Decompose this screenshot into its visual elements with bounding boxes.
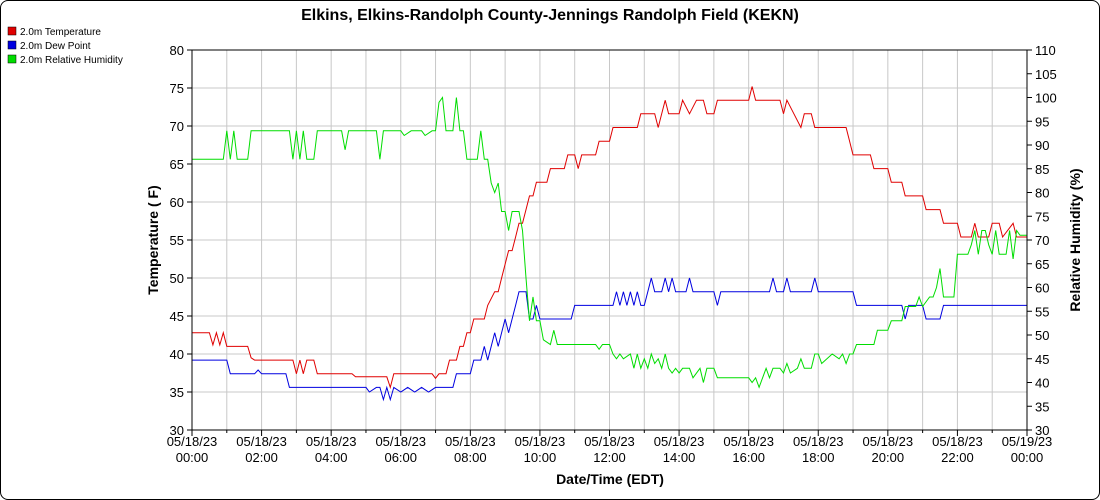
y-left-tick-label: 40 [170,347,184,362]
x-tick-date: 05/18/23 [584,434,635,449]
x-axis-label: Date/Time (EDT) [556,471,664,487]
y-left-tick-label: 45 [170,309,184,324]
y-right-tick-label: 45 [1035,352,1049,367]
legend: 2.0m Temperature 2.0m Dew Point 2.0m Relat… [7,26,123,66]
y-left-tick-label: 80 [170,43,184,58]
x-tick-date: 05/18/23 [723,434,774,449]
x-tick-time: 04:00 [315,450,348,465]
series-line-2-0m-dew-point [192,277,1027,402]
x-tick-date: 05/18/23 [515,434,566,449]
y-left-tick-label: 30 [170,423,184,438]
x-tick-date: 05/18/23 [375,434,426,449]
y-left-tick-label: 75 [170,81,184,96]
x-tick-time: 00:00 [176,450,209,465]
x-tick-time: 22:00 [941,450,974,465]
y-left-tick-label: 65 [170,157,184,172]
x-tick-date: 05/18/23 [932,434,983,449]
x-tick-date: 05/19/23 [1002,434,1053,449]
x-tick-date: 05/18/23 [863,434,914,449]
x-tick-date: 05/18/23 [445,434,496,449]
legend-swatch [7,40,17,50]
series-line-2-0m-relative-humidity [192,96,1027,389]
legend-label: 2.0m Dew Point [20,41,91,52]
y-left-tick-label: 50 [170,271,184,286]
y-right-tick-label: 85 [1035,162,1049,177]
y-axis-label-left: Temperature ( F) [145,185,161,294]
y-right-tick-label: 60 [1035,281,1049,296]
y-left-tick-label: 70 [170,119,184,134]
x-tick-time: 06:00 [384,450,417,465]
x-tick-time: 16:00 [732,450,765,465]
x-tick-time: 20:00 [872,450,905,465]
x-tick-date: 05/18/23 [236,434,287,449]
x-tick-time: 18:00 [802,450,835,465]
x-tick-time: 08:00 [454,450,487,465]
chart-title: Elkins, Elkins-Randolph County-Jennings … [301,7,799,24]
legend-swatch [7,26,17,36]
x-tick-date: 05/18/23 [793,434,844,449]
legend-label: 2.0m Temperature [20,27,101,38]
y-left-ticks: 30 35 40 45 50 55 60 65 70 75 80 [170,43,192,438]
y-right-tick-label: 35 [1035,399,1049,414]
x-tick-date: 05/18/23 [167,434,218,449]
y-right-tick-label: 40 [1035,376,1049,391]
x-tick-time: 10:00 [524,450,557,465]
y-right-tick-label: 105 [1035,67,1057,82]
x-tick-time: 14:00 [663,450,696,465]
x-tick-time: 02:00 [245,450,278,465]
x-tick-date: 05/18/23 [654,434,705,449]
y-right-tick-label: 65 [1035,257,1049,272]
y-right-tick-label: 110 [1035,43,1056,58]
y-right-tick-label: 50 [1035,328,1049,343]
legend-swatch [7,54,17,64]
y-right-tick-label: 30 [1035,423,1049,438]
series-line-2-0m-temperature [192,86,1027,390]
y-left-tick-label: 60 [170,195,184,210]
y-right-tick-label: 100 [1035,91,1057,106]
y-left-tick-label: 35 [170,385,184,400]
series-layer [192,86,1027,402]
y-right-ticks: 30 35 40 45 50 55 60 65 70 75 80 85 90 95 100 105 110 [1027,43,1057,438]
legend-label: 2.0m Relative Humidity [20,55,123,66]
y-right-tick-label: 70 [1035,233,1049,248]
y-right-tick-label: 80 [1035,186,1049,201]
y-right-tick-label: 55 [1035,304,1049,319]
y-right-tick-label: 90 [1035,138,1049,153]
x-tick-time: 00:00 [1011,450,1044,465]
y-right-tick-label: 75 [1035,209,1049,224]
y-right-tick-label: 95 [1035,114,1049,129]
x-tick-date: 05/18/23 [306,434,357,449]
y-axis-label-right: Relative Humidity (%) [1067,168,1083,311]
x-tick-time: 12:00 [593,450,626,465]
y-left-tick-label: 55 [170,233,184,248]
x-ticks: 05/18/2300:0005/18/2302:0005/18/2304:000… [167,430,1053,465]
